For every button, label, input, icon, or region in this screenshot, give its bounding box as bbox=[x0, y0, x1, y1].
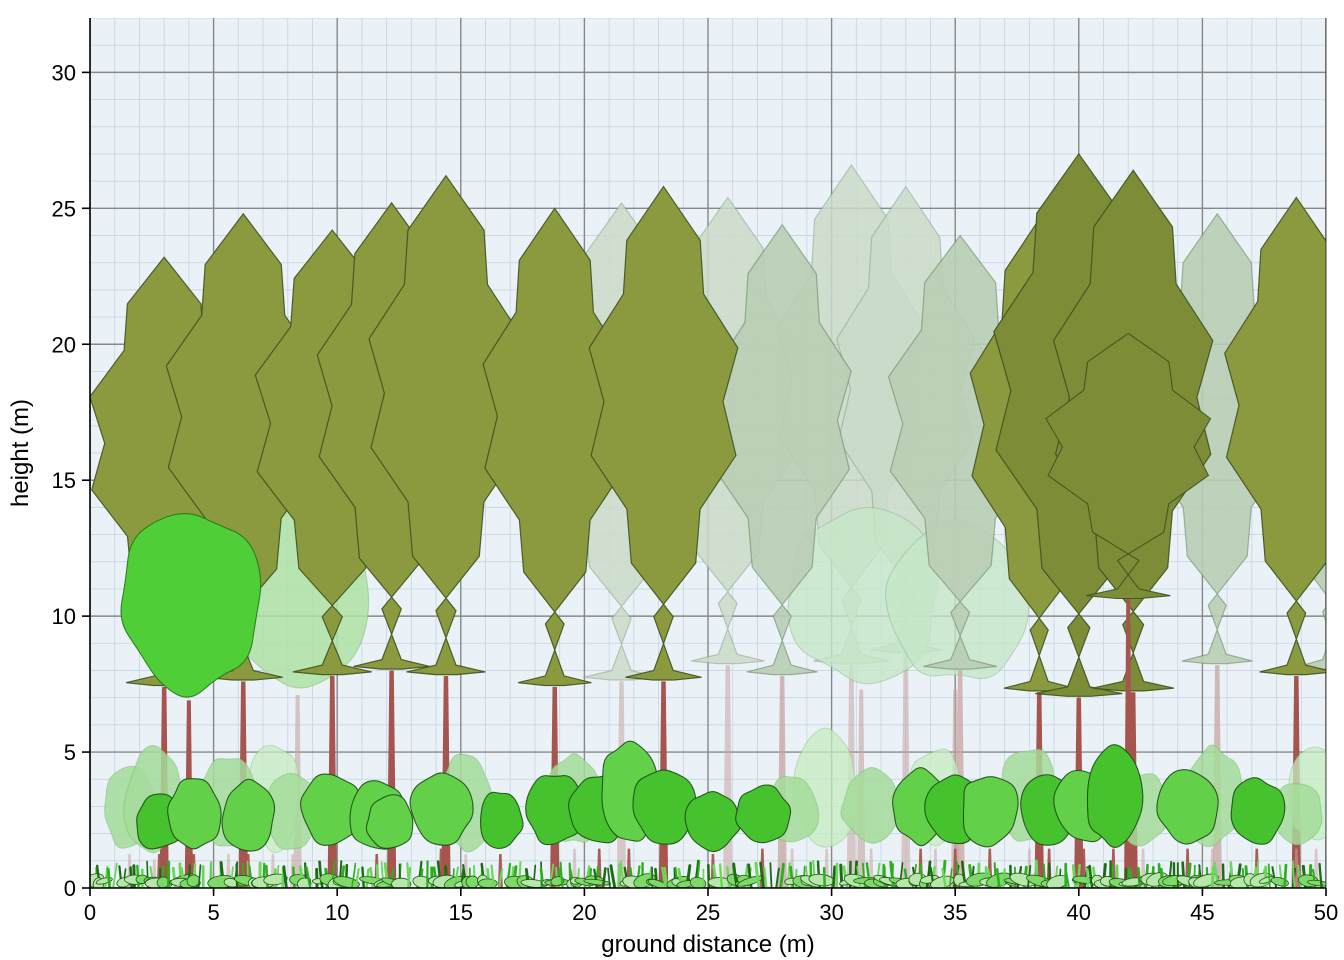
forest-profile-chart: 05101520253035404550051015202530ground d… bbox=[0, 0, 1344, 960]
x-tick-label: 15 bbox=[449, 900, 473, 925]
x-tick-label: 40 bbox=[1067, 900, 1091, 925]
y-tick-label: 0 bbox=[64, 876, 76, 901]
x-tick-label: 10 bbox=[325, 900, 349, 925]
x-axis-label: ground distance (m) bbox=[601, 931, 814, 958]
x-tick-label: 30 bbox=[819, 900, 843, 925]
y-tick-label: 30 bbox=[52, 60, 76, 85]
chart-svg: 05101520253035404550051015202530ground d… bbox=[0, 0, 1344, 960]
y-tick-label: 5 bbox=[64, 740, 76, 765]
y-tick-label: 15 bbox=[52, 468, 76, 493]
y-tick-label: 20 bbox=[52, 332, 76, 357]
y-axis-label: height (m) bbox=[7, 399, 34, 507]
x-tick-label: 25 bbox=[696, 900, 720, 925]
plot-content bbox=[80, 154, 1344, 913]
x-tick-label: 20 bbox=[572, 900, 596, 925]
y-tick-label: 10 bbox=[52, 604, 76, 629]
x-tick-label: 35 bbox=[943, 900, 967, 925]
x-tick-label: 0 bbox=[84, 900, 96, 925]
y-tick-label: 25 bbox=[52, 196, 76, 221]
x-tick-label: 50 bbox=[1314, 900, 1338, 925]
x-tick-label: 45 bbox=[1190, 900, 1214, 925]
trunk bbox=[1326, 671, 1335, 889]
x-tick-label: 5 bbox=[207, 900, 219, 925]
